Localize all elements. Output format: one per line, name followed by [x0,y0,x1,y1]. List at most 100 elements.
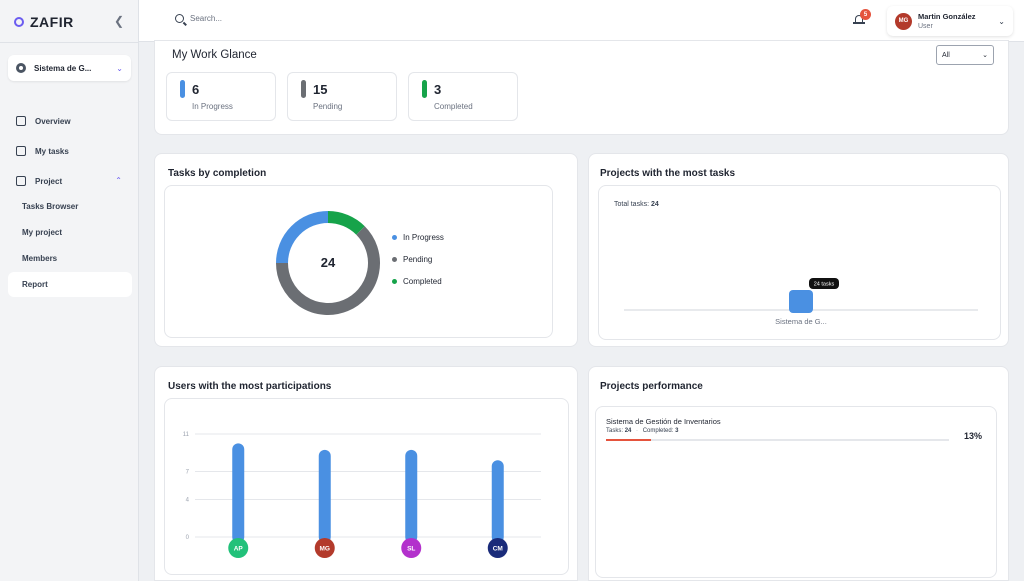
user-role: User [918,23,976,30]
sidebar-item-my-tasks[interactable]: My tasks [16,146,69,156]
sidebar-item-overview[interactable]: Overview [16,116,71,126]
sidebar-item-members[interactable]: Members [22,254,57,263]
chart-icon [16,116,26,126]
chart-container: 0 4 7 11 AP MG SL CM [164,398,569,575]
stat-value: 6 [192,82,199,97]
notification-badge: 5 [860,9,871,20]
stat-indicator [301,80,306,98]
search-input[interactable]: Search... [175,14,222,23]
workspace-selector[interactable]: Sistema de G... ⌄ [8,55,131,81]
stat-label: Completed [434,102,473,111]
bar[interactable] [789,290,813,313]
projects-performance-card: Projects performance Sistema de Gestión … [588,366,1009,581]
tasks-value: 24 [625,428,632,434]
chart-container: Total tasks: 24 24 tasks Sistema de G... [598,185,1001,340]
work-glance-card: My Work Glance All ⌄ 6 In Progress 15 Pe… [154,40,1009,135]
legend-label: Pending [403,255,432,264]
progress-track [606,439,949,441]
legend-item: Pending [392,255,432,264]
completed-label: Completed: [643,428,674,434]
bar[interactable] [405,450,417,543]
x-tick-label: Sistema de G... [775,317,827,326]
stat-pending: 15 Pending [287,72,397,121]
chevron-up-icon[interactable]: ⌃ [115,176,122,185]
tasks-by-completion-card: Tasks by completion 24 In Progress Pendi… [154,153,578,347]
chevron-down-icon: ⌄ [116,64,123,73]
bar[interactable] [232,443,244,543]
card-title: Projects performance [600,381,703,392]
participation-card: Users with the most participations 0 4 7 11… [154,366,578,581]
chevron-down-icon: ⌄ [982,51,988,59]
x-tick-label: AP [234,546,244,553]
chart-container: 24 In Progress Pending Completed [164,185,553,338]
sidebar-item-tasks-browser[interactable]: Tasks Browser [22,202,78,211]
y-tick-label: 7 [186,469,190,475]
user-name: Martin González [918,12,976,21]
progress-percent: 13% [964,431,982,441]
sidebar-item-project[interactable]: Project [16,176,62,186]
workspace-icon [16,63,26,73]
legend-swatch [392,257,397,262]
tooltip-text: 24 tasks [814,282,835,288]
stat-label: Pending [313,102,342,111]
card-title: Tasks by completion [168,168,266,179]
user-menu[interactable]: MG Martin González User ⌄ [887,6,1013,36]
card-title: Projects with the most tasks [600,168,735,179]
workspace-name: Sistema de G... [34,64,108,73]
avatar: MG [895,13,912,30]
performance-row[interactable]: Sistema de Gestión de Inventarios Tasks:… [606,417,721,434]
projects-most-tasks-card: Projects with the most tasks Total tasks… [588,153,1009,347]
legend-item: In Progress [392,233,444,242]
legend-label: In Progress [403,233,444,242]
topbar: Search... 5 MG Martin González User ⌄ [139,0,1024,42]
stat-value: 15 [313,82,327,97]
sidebar-item-label: Project [35,177,62,186]
project-meta: Tasks: 24 · Completed: 3 [606,428,721,434]
card-title: Users with the most participations [168,381,331,392]
folder-icon [16,176,26,186]
brand-name: ZAFIR [30,14,74,30]
legend-label: Completed [403,277,442,286]
stat-indicator [180,80,185,98]
divider [0,42,139,43]
donut-chart: 24 [165,186,554,339]
donut-slice-completed[interactable] [328,217,361,230]
donut-center-label: 24 [321,255,336,270]
stat-value: 3 [434,82,441,97]
chevron-down-icon: ⌄ [998,17,1005,26]
stat-in-progress: 6 In Progress [166,72,276,121]
y-tick-label: 11 [183,432,190,438]
stat-indicator [422,80,427,98]
sidebar-item-report[interactable]: Report [22,280,48,289]
participation-bar-chart: 0 4 7 11 AP MG SL CM [165,399,570,576]
logo-icon [14,17,24,27]
y-tick-label: 4 [186,498,190,504]
status-filter-select[interactable]: All ⌄ [936,45,994,65]
bar-chart: 24 tasks Sistema de G... [599,186,1002,341]
sidebar-item-label: Overview [35,117,71,126]
tasks-label: Tasks: [606,428,623,434]
project-name: Sistema de Gestión de Inventarios [606,417,721,426]
completed-value: 3 [675,428,678,434]
page-title: My Work Glance [172,49,257,61]
progress-fill [606,439,651,441]
legend-item: Completed [392,277,442,286]
bar[interactable] [492,460,504,543]
search-placeholder: Search... [190,14,222,23]
x-tick-label: SL [407,546,415,553]
stat-label: In Progress [192,102,233,111]
separator: · [636,428,638,434]
task-icon [16,146,26,156]
sidebar-item-my-project[interactable]: My project [22,228,62,237]
x-tick-label: MG [320,546,330,553]
filter-value: All [942,52,950,59]
collapse-sidebar-icon[interactable]: ❮ [114,14,124,28]
sidebar-item-label: My tasks [35,147,69,156]
bar[interactable] [319,450,331,543]
brand-logo[interactable]: ZAFIR [14,14,74,30]
y-tick-label: 0 [186,535,190,541]
stat-completed: 3 Completed [408,72,518,121]
x-tick-label: CM [493,546,503,553]
legend-swatch [392,235,397,240]
sidebar: ZAFIR ❮ Sistema de G... ⌄ Overview My ta… [0,0,139,581]
